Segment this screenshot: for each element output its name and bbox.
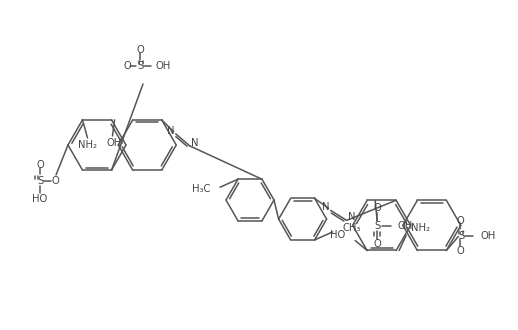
Text: N: N (167, 126, 175, 136)
Text: OH: OH (397, 221, 412, 231)
Text: O: O (36, 160, 44, 170)
Text: N: N (348, 213, 355, 222)
Text: N: N (322, 202, 329, 213)
Text: O: O (51, 176, 59, 186)
Text: HO: HO (32, 194, 48, 204)
Text: O: O (456, 247, 464, 256)
Text: OH: OH (107, 138, 122, 148)
Text: S: S (138, 61, 144, 71)
Text: O: O (373, 203, 381, 213)
Text: H₃C: H₃C (192, 184, 210, 194)
Text: CH₃: CH₃ (342, 223, 361, 233)
Text: S: S (374, 221, 380, 231)
Text: OH: OH (480, 231, 496, 242)
Text: O: O (373, 239, 381, 249)
Text: S: S (37, 176, 43, 186)
Text: O: O (136, 45, 144, 55)
Text: O: O (456, 216, 464, 226)
Text: O: O (123, 61, 131, 71)
Text: OH: OH (156, 61, 171, 71)
Text: S: S (458, 231, 465, 242)
Text: NH₂: NH₂ (411, 223, 430, 234)
Text: N: N (191, 138, 198, 148)
Text: NH₂: NH₂ (78, 140, 97, 150)
Text: HO: HO (330, 230, 345, 241)
